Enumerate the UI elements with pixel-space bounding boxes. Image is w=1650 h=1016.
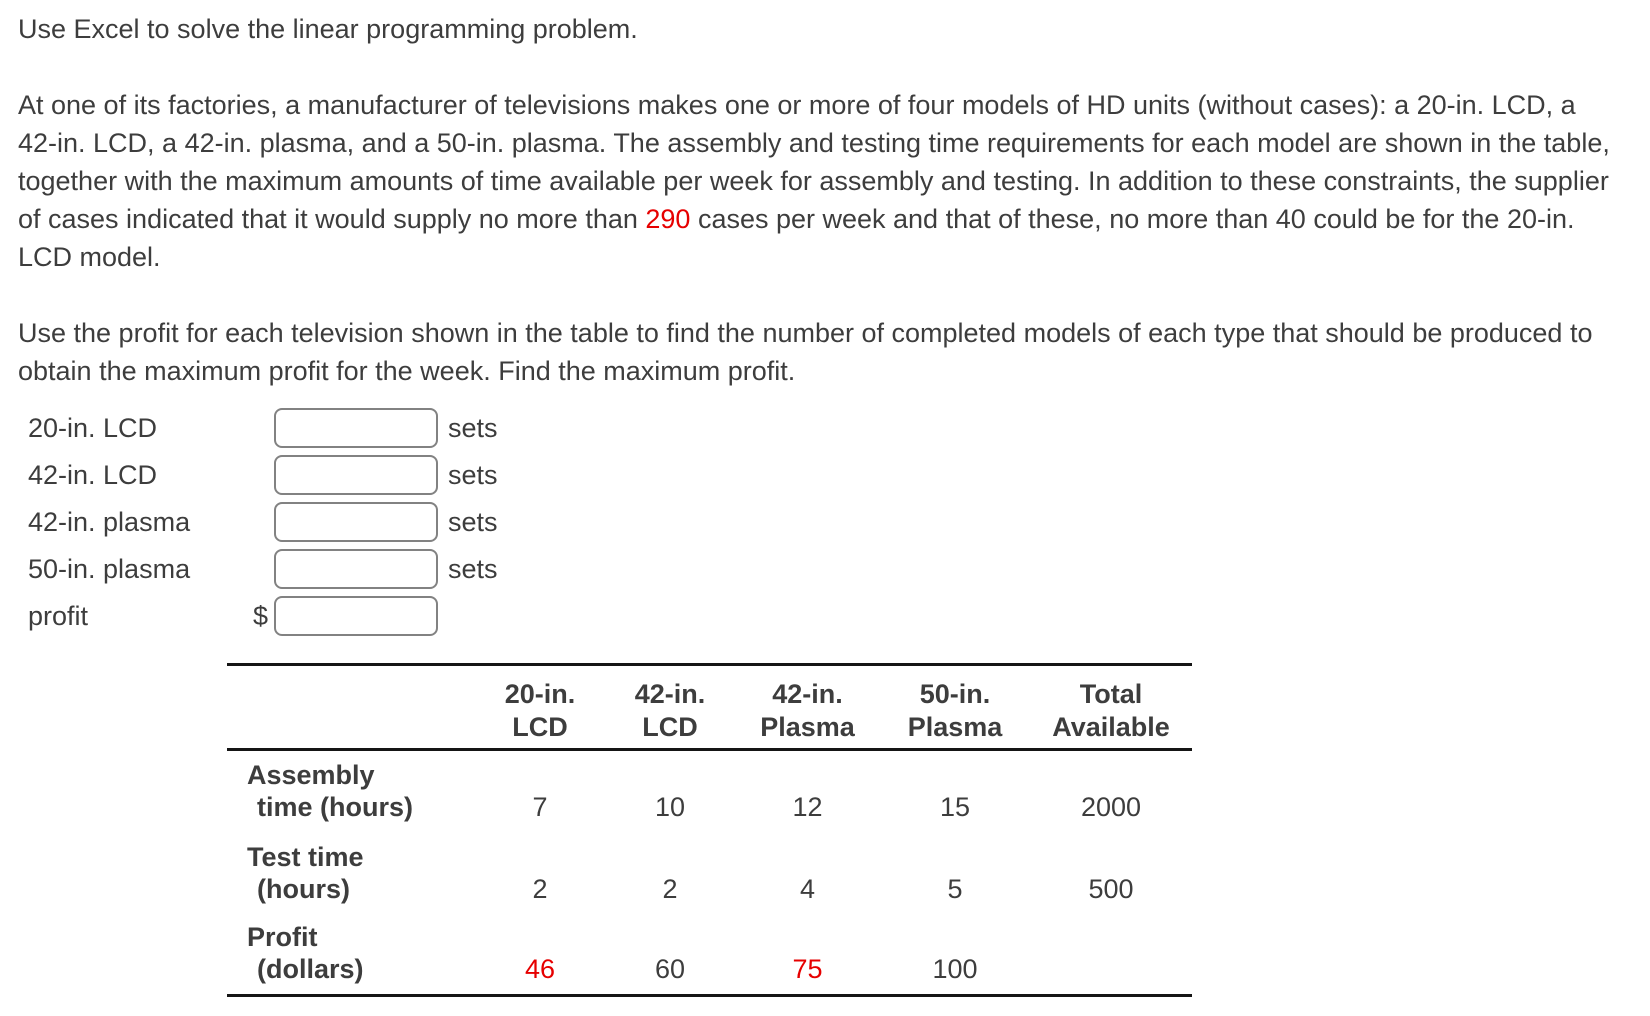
answer-label-50in-plasma: 50-in. plasma [28,553,191,584]
answer-row-42in-lcd: 42-in. LCD sets [28,455,498,495]
table-header-row: 20-in. LCD 42-in. LCD 42-in. Plasma 50-in. P… [227,664,1192,751]
intro-paragraph: Use Excel to solve the linear programmin… [18,14,638,44]
answer-input-20in-lcd[interactable] [274,408,438,448]
row-label-test-time: Test time (hours) [247,841,364,904]
answer-label-20in-lcd: 20-in. LCD [28,412,158,443]
problem-highlight-290: 290 [645,204,691,234]
answer-input-42in-lcd[interactable] [274,455,438,495]
col-header-42in-lcd: 42-in. LCD [605,664,735,751]
table-row-profit: Profit (dollars) 46 60 75 100 [227,914,1192,996]
col-header-total-available: Total Available [1030,664,1192,751]
answer-input-42in-plasma[interactable] [274,502,438,542]
answer-label-42in-plasma: 42-in. plasma [28,506,191,537]
row-label-assembly-time: Assembly time (hours) [247,759,414,822]
instruction-paragraph: Use the profit for each television shown… [18,318,1593,386]
table-cell: 60 [654,954,686,984]
table-row-test-time: Test time (hours) 2 2 4 5 500 [227,832,1192,914]
answer-label-profit: profit [28,600,89,631]
answer-row-profit: profit $ [28,596,498,636]
table-cell: 12 [792,791,823,822]
table-cell: 2 [532,873,548,904]
table-cell: 100 [932,954,978,984]
dollar-sign: $ [252,600,268,631]
answer-suffix-sets: sets [448,506,498,537]
answer-row-42in-plasma: 42-in. plasma sets [28,502,498,542]
row-label-profit: Profit (dollars) [247,922,364,984]
answer-input-profit[interactable] [274,596,438,636]
table-cell: 2000 [1080,791,1142,822]
answer-input-50in-plasma[interactable] [274,549,438,589]
table-cell: 2 [662,873,678,904]
table-cell: 5 [947,873,963,904]
requirements-table: 20-in. LCD 42-in. LCD 42-in. Plasma 50-in. P… [227,663,1192,997]
table-cell: 10 [654,791,686,822]
col-header-20in-lcd: 20-in. LCD [475,664,605,751]
answer-row-20in-lcd: 20-in. LCD sets [28,408,498,448]
answer-suffix-sets: sets [448,459,498,490]
table-cell-profit-20in-lcd: 46 [524,954,556,984]
col-header-42in-plasma: 42-in. Plasma [735,664,880,751]
table-cell-profit-42in-plasma: 75 [792,954,823,984]
answer-suffix-sets: sets [448,412,498,443]
answer-label-42in-lcd: 42-in. LCD [28,459,158,490]
answer-row-50in-plasma: 50-in. plasma sets [28,549,498,589]
table-cell: 7 [532,791,548,822]
problem-text-part1: At one of its factories, a manufacturer … [18,90,1610,234]
problem-paragraph: At one of its factories, a manufacturer … [18,86,1618,276]
table-corner-cell [227,664,475,751]
table-row-assembly-time: Assembly time (hours) 7 10 12 15 2000 [227,750,1192,832]
answer-section: 20-in. LCD sets 42-in. LCD sets 42-in. p… [28,408,498,643]
table-cell: 15 [939,791,971,822]
table-cell: 4 [799,873,816,904]
col-header-50in-plasma: 50-in. Plasma [880,664,1030,751]
answer-suffix-sets: sets [448,553,498,584]
table-cell: 500 [1088,873,1134,904]
table-cell [1030,914,1192,996]
problem-text-part2: cases per week and that of these, no mor… [18,204,1575,272]
